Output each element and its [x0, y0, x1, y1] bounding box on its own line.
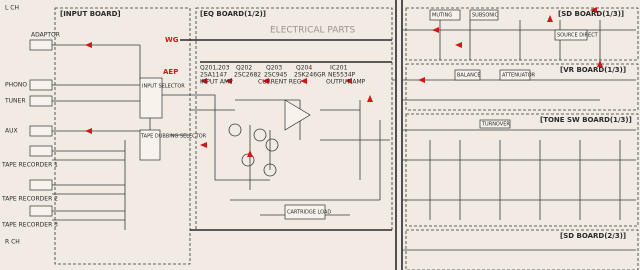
part-ref: Q203 — [266, 65, 282, 72]
board-title: [VR BOARD(1/3)] — [560, 66, 626, 74]
part-number: 2SK246GR — [294, 72, 326, 79]
block-label: MUTING — [432, 13, 452, 19]
part-ref: Q204 — [296, 65, 312, 72]
part-ref: IC201 — [330, 65, 348, 72]
part-role: CURRENT REG — [258, 79, 302, 86]
part-number: 2SC2682 — [234, 72, 261, 79]
channel-label: L CH — [5, 5, 19, 12]
region-mark: WG — [165, 36, 179, 44]
jack-label: TUNER — [4, 98, 26, 105]
wires — [52, 9, 636, 251]
part-role: INPUT AMP — [200, 79, 233, 86]
block-label: ATTENUATOR — [502, 73, 536, 79]
board-title: [INPUT BOARD] — [60, 10, 121, 18]
board-title: [EQ BOARD(1/2)] — [200, 10, 266, 18]
board-title: [TONE SW BOARD(1/3)] — [540, 116, 632, 124]
part-ref: Q202 — [236, 65, 252, 72]
input-board-outline — [54, 7, 191, 265]
block-label: SUBSONIC — [472, 13, 499, 19]
board-title: [SD BOARD(1/3)] — [558, 10, 624, 18]
block-label: TAPE DUBBING SELECTOR — [140, 134, 207, 140]
jack-label: AUX — [5, 128, 18, 135]
part-ref: Q201,203 — [200, 65, 230, 72]
part-number: 2SA1147 — [200, 72, 227, 79]
board-title: [SD BOARD(2/3)] — [560, 232, 626, 240]
block-label: CARTRIDGE LOAD — [287, 210, 331, 216]
tone-board-outline — [405, 113, 639, 227]
channel-label: R CH — [5, 239, 20, 246]
jack-label: TAPE RECORDER 2 — [1, 196, 58, 203]
block-label: SOURCE DIRECT — [557, 33, 599, 39]
region-mark: AEP — [163, 68, 178, 76]
sd-board-outline — [405, 7, 639, 61]
jack-label: PHONO — [5, 82, 27, 89]
jack-label: ADAPTOR — [31, 32, 60, 39]
jack-label: TAPE RECORDER 1 — [1, 162, 58, 169]
sd2-board-outline — [405, 229, 639, 270]
part-number: NE5534P — [328, 72, 356, 79]
part-number: 2SC945 — [264, 72, 287, 79]
part-role: OUTPUT AMP — [326, 79, 366, 86]
block-label: INPUT SELECTOR — [142, 84, 185, 90]
block-label: BALANCE — [457, 73, 481, 79]
jack-label: TAPE RECORDER 3 — [1, 222, 58, 229]
vr-board-outline — [405, 63, 639, 111]
signal-arrows — [85, 7, 603, 157]
watermark: ELECTRICAL PARTS — [270, 26, 355, 36]
block-label: TURNOVER — [481, 122, 510, 128]
